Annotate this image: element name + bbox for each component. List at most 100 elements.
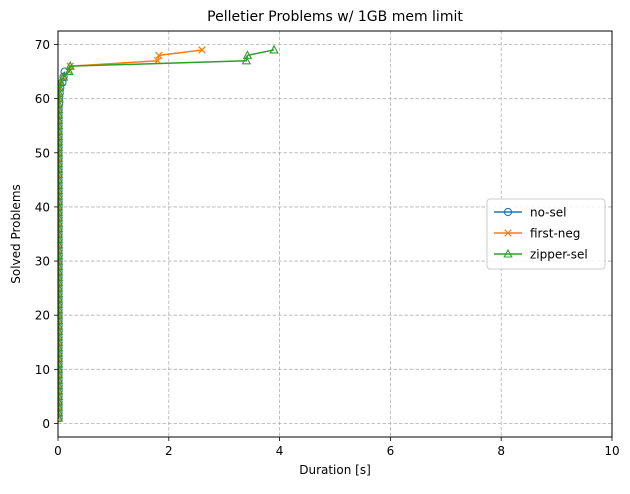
data-point: [58, 212, 64, 222]
data-point: [58, 136, 64, 146]
data-point: [58, 201, 64, 211]
data-point: [58, 131, 64, 141]
x-tick-label: 0: [54, 444, 62, 458]
data-point: [58, 288, 64, 298]
y-tick-label: 50: [35, 146, 50, 160]
data-point: [58, 315, 64, 325]
chart-title: Pelletier Problems w/ 1GB mem limit: [207, 9, 463, 25]
legend-marker: [504, 229, 512, 237]
data-point: [58, 261, 64, 271]
legend-label: no-sel: [530, 206, 566, 220]
data-point: [58, 98, 64, 108]
y-tick-label: 10: [35, 363, 50, 377]
data-point: [58, 310, 64, 319]
series-zipper-sel: [58, 44, 279, 422]
data-point: [58, 402, 64, 411]
data-point: [58, 218, 64, 227]
data-point: [58, 115, 64, 124]
legend-label: zipper-sel: [530, 248, 588, 262]
data-point: [58, 277, 64, 287]
data-point: [58, 326, 64, 335]
data-point: [58, 234, 64, 243]
data-point: [58, 353, 64, 363]
x-tick-label: 2: [165, 444, 173, 458]
data-point: [58, 93, 64, 103]
data-point: [58, 228, 64, 238]
data-point: [58, 250, 64, 260]
x-tick-label: 4: [276, 444, 284, 458]
data-point: [58, 158, 64, 168]
x-tick-label: 6: [387, 444, 395, 458]
data-point: [58, 174, 64, 184]
data-point: [58, 223, 64, 233]
data-point: [58, 163, 64, 173]
y-tick-label: 60: [35, 92, 50, 106]
data-point: [155, 51, 163, 60]
y-axis-label: Solved Problems: [9, 184, 23, 284]
data-point: [58, 125, 64, 135]
legend: no-sel first-neg zipper-sel: [486, 198, 606, 270]
data-point: [58, 77, 66, 86]
data-point: [58, 104, 64, 114]
data-point: [58, 407, 64, 417]
data-point: [58, 272, 64, 281]
legend-item-no-sel: no-sel: [494, 206, 566, 220]
data-point: [58, 304, 64, 314]
y-tick-label: 40: [35, 200, 50, 214]
data-point: [58, 396, 64, 406]
data-point: [58, 71, 69, 81]
data-point: [58, 142, 64, 151]
data-point: [58, 369, 64, 379]
data-point: [58, 109, 64, 119]
data-point: [58, 147, 64, 157]
data-point: [58, 169, 64, 179]
data-point: [58, 412, 64, 422]
data-point: [65, 61, 75, 70]
data-point: [58, 391, 64, 400]
x-tick-label: 10: [604, 444, 619, 458]
data-point: [58, 320, 64, 330]
data-point: [241, 55, 252, 65]
data-point: [58, 245, 64, 254]
data-point: [58, 380, 64, 390]
data-point: [242, 50, 253, 59]
data-point: [58, 239, 64, 249]
data-point: [58, 266, 64, 276]
data-point: [58, 364, 64, 373]
data-point: [58, 153, 64, 162]
y-tick-label: 0: [42, 417, 50, 431]
data-point: [58, 120, 64, 130]
axis-ticks: 0 2 4 6 8 10 0 10 20 30 40 50 60 70: [35, 38, 620, 458]
data-point: [58, 375, 64, 384]
y-tick-label: 20: [35, 309, 50, 323]
data-point: [58, 82, 65, 92]
y-tick-label: 30: [35, 255, 50, 269]
data-point: [58, 293, 64, 303]
data-point: [58, 337, 64, 346]
data-point: [58, 185, 64, 195]
data-point: [58, 347, 64, 357]
data-point: [198, 46, 206, 54]
legend-marker: [503, 207, 513, 217]
data-point: [58, 180, 64, 189]
plot-area: [58, 44, 279, 423]
data-point: [58, 207, 64, 216]
legend-marker: [503, 248, 513, 258]
data-point: [58, 196, 64, 206]
x-axis-label: Duration [s]: [299, 463, 371, 477]
data-point: [64, 66, 74, 76]
data-point: [269, 44, 279, 54]
data-point: [58, 255, 64, 265]
axes-frame: [57, 30, 613, 438]
data-point: [58, 331, 64, 341]
y-tick-label: 70: [35, 38, 50, 52]
data-point: [58, 190, 64, 200]
legend-label: first-neg: [530, 227, 580, 241]
data-point: [58, 358, 64, 368]
data-point: [58, 342, 64, 352]
data-point: [58, 299, 64, 308]
data-point: [58, 88, 64, 97]
data-point: [58, 282, 64, 292]
x-tick-label: 8: [497, 444, 505, 458]
